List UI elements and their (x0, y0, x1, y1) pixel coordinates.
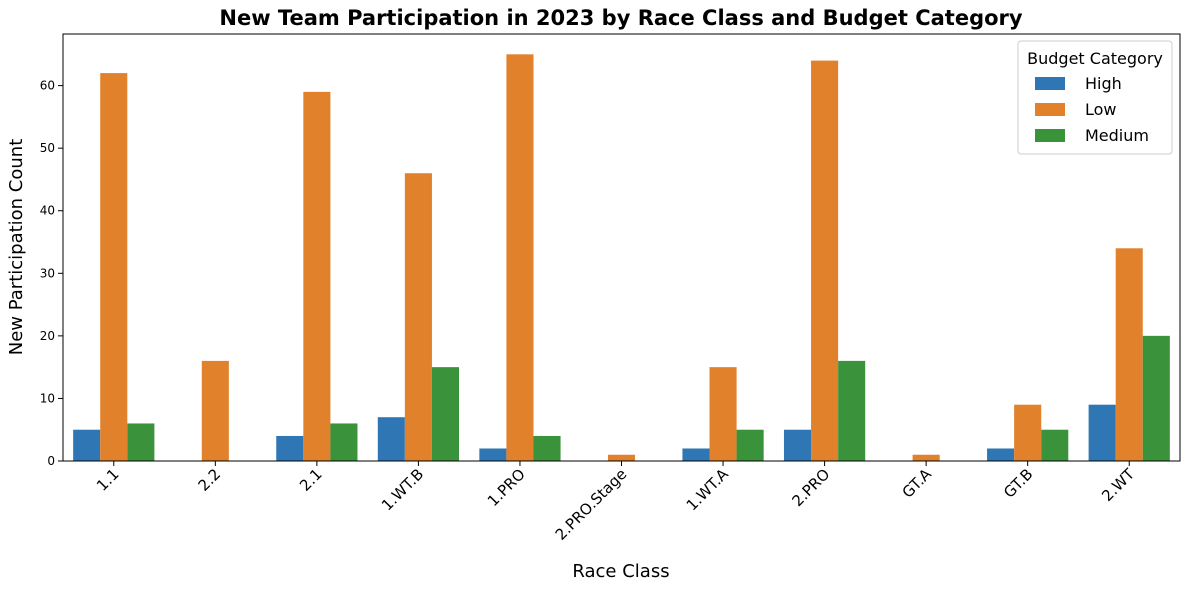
legend-box (1017, 40, 1173, 155)
x-tick-label: 1.PRO (484, 465, 529, 510)
legend-items: High Low Medium (1035, 74, 1149, 145)
bar-medium-1.WT.B (431, 367, 460, 461)
chart-title: New Team Participation in 2023 by Race C… (219, 6, 1022, 30)
y-tick-label: 0 (47, 454, 55, 468)
bars-group (73, 54, 1170, 462)
bar-high-2.WT (1088, 404, 1116, 461)
y-axis-ticks: 0 10 20 30 40 50 60 (40, 79, 63, 468)
x-tick-label: 2.PRO (788, 465, 833, 510)
bar-low-1.1 (100, 73, 128, 461)
bar-medium-1.1 (127, 423, 155, 461)
y-tick-label: 20 (40, 329, 55, 343)
legend: Budget Category High Low Medium (1017, 40, 1173, 155)
plot-frame (62, 33, 1181, 462)
x-tick-label: 2.1 (296, 465, 326, 495)
bar-low-2.WT (1115, 248, 1143, 461)
y-tick-label: 40 (40, 204, 55, 218)
x-tick-label: 1.1 (93, 465, 123, 495)
x-tick-label: 1.WT.B (378, 465, 427, 514)
y-tick-label: 60 (40, 79, 55, 93)
bar-high-1.WT.B (377, 417, 405, 461)
x-tick-label: 1.WT.A (683, 465, 733, 515)
bar-low-2.1 (303, 91, 331, 462)
bar-high-1.PRO (479, 448, 507, 461)
x-tick-label: GT.A (899, 465, 936, 502)
bar-low-2.2 (201, 360, 229, 461)
x-tick-label: GT.B (1000, 465, 1036, 501)
bar-medium-1.PRO (533, 435, 561, 461)
x-tick-label: 2.2 (195, 465, 225, 495)
bar-low-1.WT.B (404, 173, 432, 461)
bar-low-2.PRO (811, 60, 839, 462)
bar-medium-1.WT.A (736, 429, 764, 461)
x-tick-label: 2.WT (1098, 465, 1138, 505)
bar-medium-2.1 (330, 423, 358, 461)
bar-high-1.WT.A (682, 448, 710, 461)
legend-label-medium: Medium (1085, 126, 1149, 145)
bar-high-2.PRO (783, 429, 812, 461)
bar-low-1.PRO (506, 54, 534, 461)
legend-swatch-low (1035, 103, 1065, 116)
bar-high-GT.B (987, 448, 1015, 461)
y-tick-label: 10 (40, 391, 55, 405)
y-tick-label: 30 (40, 266, 55, 280)
bar-medium-2.PRO (838, 360, 866, 461)
legend-swatch-high (1035, 77, 1065, 90)
legend-label-low: Low (1085, 100, 1117, 119)
legend-title: Budget Category (1027, 49, 1163, 68)
bar-low-GT.A (912, 454, 940, 461)
y-axis-label: New Participation Count (6, 139, 27, 356)
bar-high-2.1 (276, 435, 304, 461)
bar-low-1.WT.A (709, 367, 737, 461)
legend-label-high: High (1085, 74, 1122, 93)
bar-medium-2.WT (1142, 335, 1170, 461)
bar-high-1.1 (73, 429, 101, 461)
y-tick-label: 50 (40, 141, 55, 155)
bar-medium-GT.B (1041, 429, 1069, 461)
x-axis-label: Race Class (572, 561, 669, 582)
x-tick-label: 2.PRO.Stage (552, 465, 631, 544)
bar-low-2.PRO.Stage (607, 454, 636, 461)
legend-swatch-medium (1035, 129, 1065, 142)
x-axis-ticks: 1.1 2.2 2.1 1.WT.B 1.PRO 2.PRO.Stage 1.WT.A 2.P… (93, 461, 1139, 544)
bar-low-GT.B (1014, 404, 1042, 461)
